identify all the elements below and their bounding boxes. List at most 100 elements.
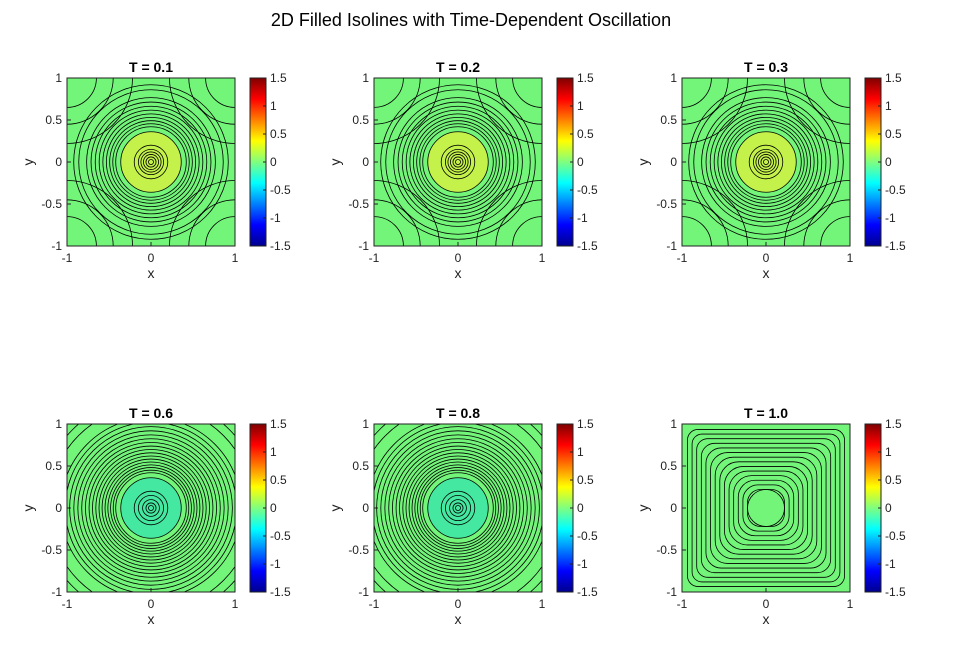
- x-tick-label: 0: [148, 597, 155, 611]
- isoline: [452, 502, 464, 514]
- y-axis-label: y: [635, 159, 651, 166]
- isoline: [742, 484, 790, 532]
- isoline: [444, 148, 471, 175]
- isoline: [399, 449, 517, 567]
- x-tick-label: 0: [763, 597, 770, 611]
- isoline: [133, 490, 169, 526]
- y-tick-label: 1: [55, 417, 62, 431]
- subplot-title: T = 0.3: [744, 59, 788, 75]
- subplot-4: T = 0.6 -1 0 1 1 0.5 0 -0.5 -1 x y 1.5 1 0.5 0 -0.5 -1 -1…: [20, 405, 291, 627]
- colorbar-tick-label: -1: [270, 557, 281, 571]
- colorbar-tick-label: 1: [885, 445, 892, 459]
- colorbar-tick-label: 0: [270, 501, 277, 515]
- isoline: [422, 126, 494, 198]
- colorbar-tick-label: -0.5: [577, 183, 598, 197]
- isoline: [419, 469, 497, 547]
- isoline: [710, 452, 822, 564]
- isoline: [414, 464, 502, 552]
- subplot-title: T = 0.8: [436, 405, 480, 421]
- isoline: [115, 126, 187, 198]
- y-tick-label: -0.5: [348, 197, 369, 211]
- contour-fill-center: [427, 477, 489, 539]
- colorbar-tick-label: -1.5: [577, 585, 598, 599]
- isoline: [455, 505, 461, 511]
- x-tick-label: 1: [539, 251, 546, 265]
- subplot-5: T = 0.8 -1 0 1 1 0.5 0 -0.5 -1 x y 1.5 1 0.5 0 -0.5 -1 -1…: [327, 405, 598, 627]
- x-tick-label: 0: [455, 597, 462, 611]
- isoline: [73, 430, 229, 586]
- colorbar-tick-label: 0.5: [577, 473, 594, 487]
- isoline: [86, 97, 216, 227]
- y-tick-label: 0.5: [45, 459, 62, 473]
- isoline: [137, 148, 164, 175]
- colorbar-tick-label: 0: [885, 155, 892, 169]
- isoline: [447, 151, 469, 173]
- isoline: [405, 455, 511, 561]
- isoline: [416, 120, 500, 204]
- colorbar-tick-label: 1.5: [270, 417, 287, 431]
- isoline: [88, 445, 214, 571]
- isoline: [419, 123, 497, 201]
- isoline: [411, 461, 505, 555]
- x-tick-label: 0: [148, 251, 155, 265]
- isoline: [724, 120, 808, 204]
- isoline: [693, 89, 839, 235]
- isoline: [148, 505, 154, 511]
- isoline: [95, 452, 207, 564]
- x-tick-label: -1: [369, 597, 380, 611]
- colorbar-tick-label: -1: [577, 557, 588, 571]
- colorbar-tick-label: -0.5: [885, 183, 906, 197]
- isoline: [402, 452, 514, 564]
- contour-lines: [374, 424, 542, 592]
- y-tick-label: 0.5: [660, 113, 677, 127]
- x-axis-label: x: [455, 611, 462, 627]
- isoline: [701, 97, 831, 227]
- y-axis-label: y: [327, 159, 343, 166]
- isoline: [105, 116, 197, 208]
- isoline: [705, 101, 827, 223]
- contour-fill-center: [735, 131, 797, 193]
- isoline: [145, 502, 157, 514]
- isoline: [112, 123, 190, 201]
- colorbar-tick-label: -1.5: [577, 239, 598, 253]
- isoline: [143, 154, 159, 170]
- y-tick-label: 1: [362, 71, 369, 85]
- x-axis-label: x: [455, 265, 462, 281]
- isoline: [102, 113, 200, 211]
- isoline: [444, 494, 471, 521]
- x-tick-label: -1: [62, 597, 73, 611]
- isoline: [392, 442, 524, 574]
- isoline: [452, 156, 464, 168]
- colorbar-tick-label: 1.5: [577, 71, 594, 85]
- y-tick-label: -0.5: [348, 543, 369, 557]
- subplot-title: T = 0.6: [129, 405, 173, 421]
- colorbar-tick-label: 1.5: [577, 417, 594, 431]
- colorbar-tick-label: -1.5: [270, 239, 291, 253]
- colorbar-tick-label: 0: [270, 155, 277, 169]
- y-tick-label: 0: [55, 501, 62, 515]
- colorbar-tick-label: 1: [577, 99, 584, 113]
- x-tick-label: 0: [455, 251, 462, 265]
- x-axis-label: x: [763, 265, 770, 281]
- isoline: [427, 477, 489, 539]
- y-tick-label: -0.5: [656, 197, 677, 211]
- colorbar-tick-label: -0.5: [577, 529, 598, 543]
- x-tick-label: 1: [847, 251, 854, 265]
- isoline: [763, 159, 769, 165]
- isoline: [691, 433, 841, 583]
- y-tick-label: 0.5: [660, 459, 677, 473]
- y-tick-label: 0: [362, 501, 369, 515]
- isoline: [401, 105, 515, 219]
- isoline: [148, 159, 154, 165]
- x-axis-label: x: [148, 265, 155, 281]
- colorbar-tick-label: 1: [270, 99, 277, 113]
- y-tick-label: 0: [362, 155, 369, 169]
- contour-lines: [67, 424, 235, 592]
- isoline: [104, 461, 198, 555]
- colorbar-tick-label: -0.5: [270, 183, 291, 197]
- isoline: [145, 156, 157, 168]
- y-tick-label: 0: [670, 501, 677, 515]
- isoline: [747, 489, 785, 527]
- isoline: [688, 84, 844, 240]
- subplot-2: T = 0.2 -1 0 1 1 0.5 0 -0.5 -1 x y 1.5 1 0.5 0 -0.5 -1 -1…: [327, 59, 598, 281]
